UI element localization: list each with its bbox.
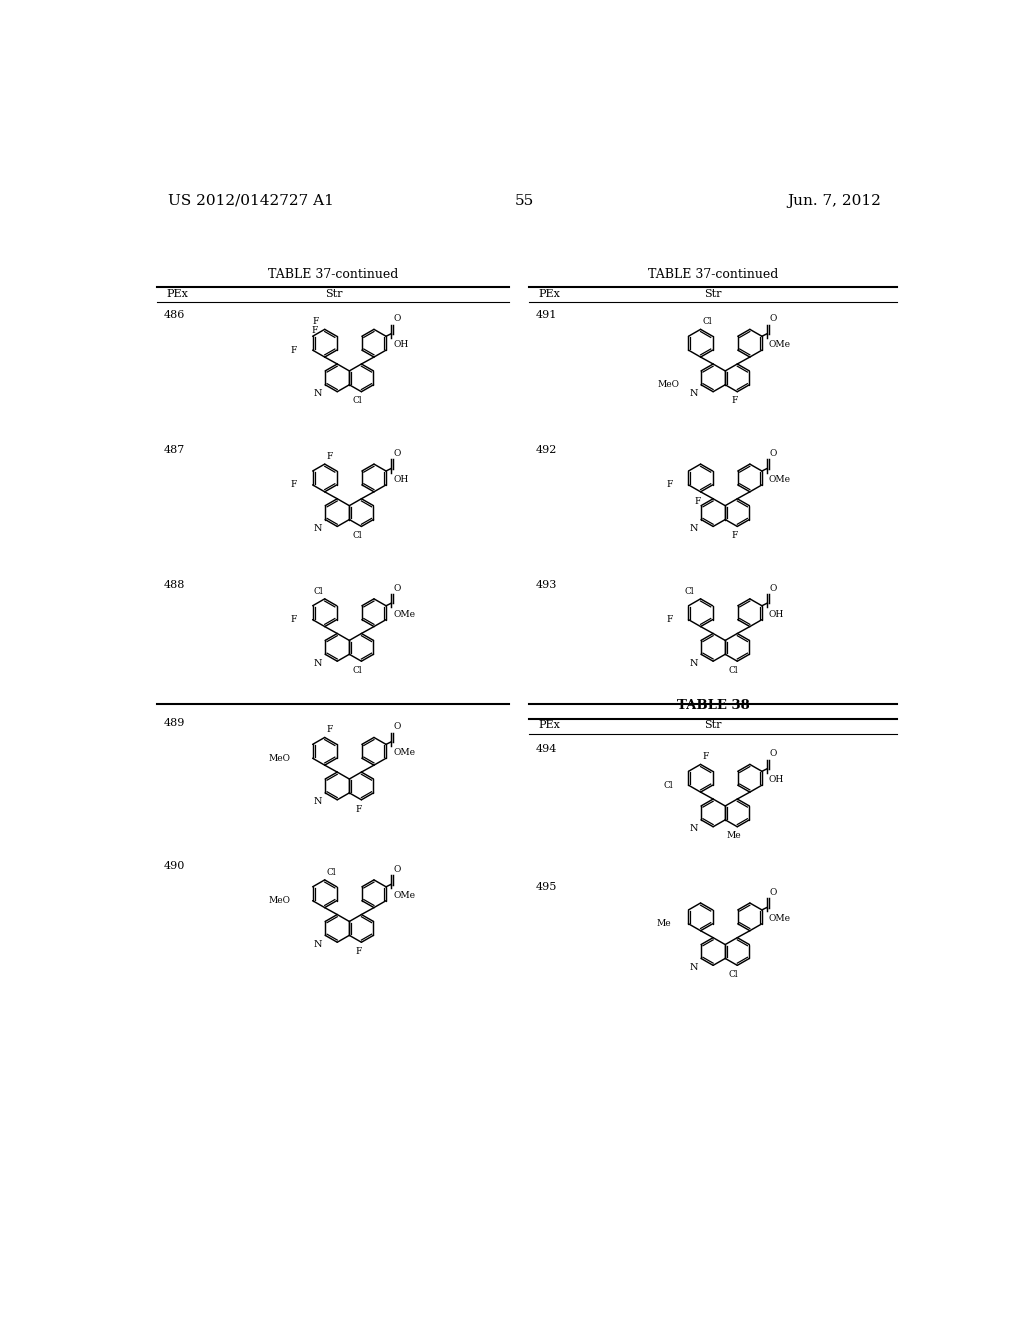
Text: N: N: [689, 659, 698, 668]
Text: OMe: OMe: [393, 891, 415, 900]
Text: 492: 492: [536, 445, 557, 455]
Text: PEx: PEx: [539, 289, 560, 300]
Text: F: F: [702, 752, 709, 762]
Text: F: F: [327, 725, 333, 734]
Text: Cl: Cl: [685, 586, 694, 595]
Text: F: F: [291, 615, 297, 624]
Text: PEx: PEx: [539, 721, 560, 730]
Text: O: O: [770, 314, 777, 323]
Text: F: F: [731, 396, 737, 405]
Text: Cl: Cl: [352, 667, 362, 675]
Text: OH: OH: [769, 610, 784, 619]
Text: F: F: [327, 451, 333, 461]
Text: OMe: OMe: [769, 913, 791, 923]
Text: 488: 488: [164, 579, 185, 590]
Text: MeO: MeO: [269, 896, 291, 906]
Text: F: F: [312, 317, 318, 326]
Text: Jun. 7, 2012: Jun. 7, 2012: [787, 194, 882, 207]
Text: N: N: [689, 964, 698, 972]
Text: US 2012/0142727 A1: US 2012/0142727 A1: [168, 194, 334, 207]
Text: OMe: OMe: [769, 475, 791, 484]
Text: Cl: Cl: [327, 867, 336, 876]
Text: O: O: [394, 583, 401, 593]
Text: OH: OH: [393, 341, 409, 348]
Text: 491: 491: [536, 310, 557, 319]
Text: F: F: [291, 480, 297, 490]
Text: 487: 487: [164, 445, 185, 455]
Text: 489: 489: [164, 718, 185, 729]
Text: F: F: [355, 946, 361, 956]
Text: OH: OH: [769, 775, 784, 784]
Text: N: N: [689, 825, 698, 833]
Text: Cl: Cl: [352, 396, 362, 405]
Text: Str: Str: [325, 289, 342, 300]
Text: O: O: [770, 449, 777, 458]
Text: Me: Me: [727, 832, 741, 841]
Text: MeO: MeO: [657, 380, 679, 389]
Text: OMe: OMe: [769, 341, 791, 348]
Text: Cl: Cl: [352, 531, 362, 540]
Text: Cl: Cl: [729, 667, 738, 675]
Text: F: F: [667, 480, 673, 490]
Text: O: O: [394, 449, 401, 458]
Text: Me: Me: [656, 919, 672, 928]
Text: F: F: [731, 531, 737, 540]
Text: Str: Str: [705, 289, 722, 300]
Text: N: N: [689, 389, 698, 399]
Text: TABLE 37-continued: TABLE 37-continued: [648, 268, 778, 281]
Text: N: N: [313, 524, 323, 533]
Text: N: N: [313, 389, 323, 399]
Text: N: N: [313, 797, 323, 807]
Text: Cl: Cl: [664, 780, 673, 789]
Text: N: N: [313, 940, 323, 949]
Text: Cl: Cl: [313, 586, 324, 595]
Text: TABLE 38: TABLE 38: [677, 700, 750, 711]
Text: Cl: Cl: [702, 317, 712, 326]
Text: OMe: OMe: [393, 748, 415, 758]
Text: TABLE 37-continued: TABLE 37-continued: [268, 268, 398, 281]
Text: 495: 495: [536, 882, 557, 892]
Text: MeO: MeO: [269, 754, 291, 763]
Text: F: F: [667, 615, 673, 624]
Text: F: F: [694, 496, 700, 506]
Text: OH: OH: [393, 475, 409, 484]
Text: N: N: [689, 524, 698, 533]
Text: 55: 55: [515, 194, 535, 207]
Text: O: O: [770, 583, 777, 593]
Text: F: F: [355, 805, 361, 813]
Text: O: O: [394, 314, 401, 323]
Text: Str: Str: [705, 721, 722, 730]
Text: O: O: [770, 888, 777, 896]
Text: PEx: PEx: [167, 289, 188, 300]
Text: O: O: [770, 750, 777, 758]
Text: 490: 490: [164, 861, 185, 871]
Text: OMe: OMe: [393, 610, 415, 619]
Text: Cl: Cl: [729, 970, 738, 979]
Text: N: N: [313, 659, 323, 668]
Text: 486: 486: [164, 310, 185, 319]
Text: O: O: [394, 865, 401, 874]
Text: 493: 493: [536, 579, 557, 590]
Text: 494: 494: [536, 743, 557, 754]
Text: F: F: [291, 346, 297, 355]
Text: O: O: [394, 722, 401, 731]
Text: F: F: [311, 326, 317, 334]
